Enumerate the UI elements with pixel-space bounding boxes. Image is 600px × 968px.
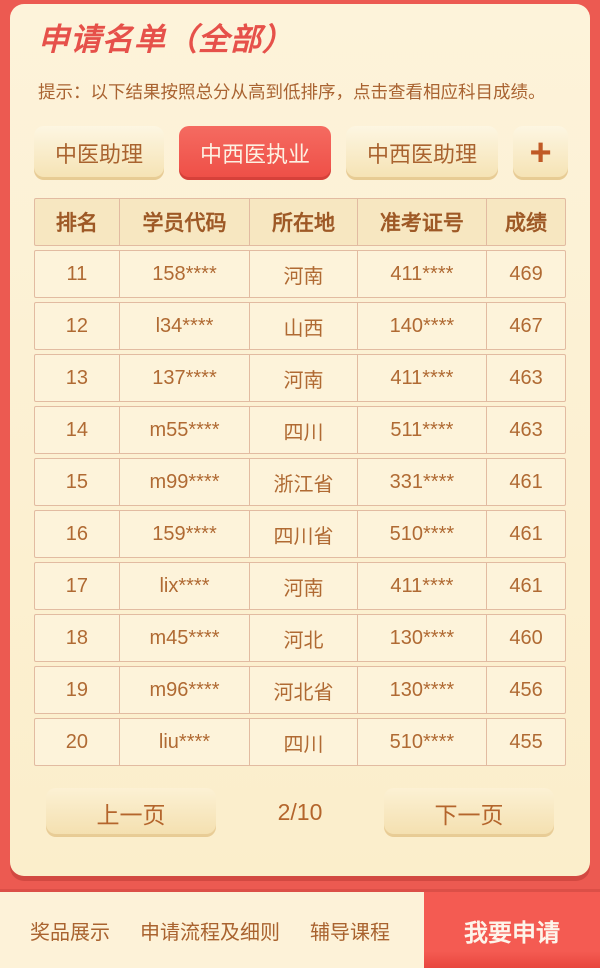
table-cell: 山西 [250, 303, 358, 349]
table-cell: 20 [35, 719, 120, 765]
tab-button[interactable]: 中西医助理 [346, 126, 499, 180]
bottom-nav-link[interactable]: 奖品展示 [30, 921, 110, 944]
table-cell: 19 [35, 667, 120, 713]
pagination: 上一页 2/10 下一页 [34, 788, 566, 837]
table-cell: 411**** [358, 251, 488, 297]
table-cell: 137**** [120, 355, 251, 401]
add-tab-button[interactable]: + [513, 126, 569, 180]
table-cell: 511**** [358, 407, 488, 453]
table-cell: m45**** [120, 615, 251, 661]
table-header-cell: 所在地 [250, 199, 358, 245]
table-cell: 140**** [358, 303, 488, 349]
table-cell: l34**** [120, 303, 251, 349]
table-cell: 411**** [358, 563, 488, 609]
table-header-cell: 排名 [35, 199, 120, 245]
table-cell: m55**** [120, 407, 251, 453]
ranking-table: 排名 学员代码 所在地 准考证号 成绩 11 158**** 河南 411**** 469 12 l3… [34, 198, 566, 766]
table-cell: 411**** [358, 355, 488, 401]
main-panel: 申请名单（全部） 提示：以下结果按照总分从高到低排序，点击查看相应科目成绩。 中… [10, 4, 590, 876]
table-cell: lix**** [120, 563, 251, 609]
table-cell: 467 [509, 314, 543, 337]
table-header-cell: 学员代码 [120, 199, 251, 245]
table-cell: 15 [35, 459, 120, 505]
table-cell: 河北省 [250, 667, 358, 713]
tab-button[interactable]: 中医助理 [34, 126, 165, 180]
next-page-button[interactable]: 下一页 [383, 788, 554, 837]
plus-icon: + [529, 132, 552, 174]
table-cell: 461 [509, 522, 543, 545]
table-cell: 河南 [250, 563, 358, 609]
table-cell: 河南 [250, 355, 358, 401]
table-cell: liu**** [120, 719, 251, 765]
table-cell: 456 [509, 678, 543, 701]
table-row[interactable]: 16 159**** 四川省 510**** 461 [34, 510, 566, 558]
table-header-cell: 准考证号 [358, 199, 488, 245]
table-cell: 四川 [250, 719, 358, 765]
table-row[interactable]: 18 m45**** 河北 130**** 460 [34, 614, 566, 662]
table-cell: 130**** [358, 615, 488, 661]
table-cell: 11 [35, 251, 120, 297]
table-cell: 455 [509, 730, 543, 753]
table-cell: 463 [509, 418, 543, 441]
bottom-nav-link[interactable]: 申请流程及细则 [140, 921, 280, 944]
bottom-nav-bar: 奖品展示 申请流程及细则 辅导课程 我要申请 [0, 892, 600, 968]
table-row[interactable]: 15 m99**** 浙江省 331**** 461 [34, 458, 566, 506]
table-cell: 331**** [358, 459, 488, 505]
table-cell: 16 [35, 511, 120, 557]
sort-hint-text: 提示：以下结果按照总分从高到低排序，点击查看相应科目成绩。 [38, 82, 546, 102]
table-cell: 158**** [120, 251, 251, 297]
page-indicator: 2/10 [277, 799, 323, 825]
table-cell: 159**** [120, 511, 251, 557]
table-row[interactable]: 17 lix**** 河南 411**** 461 [34, 562, 566, 610]
apply-button[interactable]: 我要申请 [424, 892, 600, 968]
table-cell: 463 [509, 366, 543, 389]
table-cell: 460 [509, 626, 543, 649]
table-row[interactable]: 20 liu**** 四川 510**** 455 [34, 718, 566, 766]
table-cell: 河南 [250, 251, 358, 297]
table-cell: 四川 [250, 407, 358, 453]
page-title: 申请名单（全部） [38, 22, 294, 57]
table-cell: 四川省 [250, 511, 358, 557]
prev-page-button[interactable]: 上一页 [46, 788, 216, 837]
table-cell: 510**** [358, 719, 488, 765]
bottom-nav-link[interactable]: 辅导课程 [310, 921, 390, 944]
table-cell: 12 [35, 303, 120, 349]
table-row[interactable]: 13 137**** 河南 411**** 463 [34, 354, 566, 402]
table-header-row: 排名 学员代码 所在地 准考证号 成绩 [34, 198, 566, 246]
table-row[interactable]: 19 m96**** 河北省 130**** 456 [34, 666, 566, 714]
tab-button[interactable]: 中西医执业 [179, 126, 332, 180]
table-cell: 17 [35, 563, 120, 609]
table-row[interactable]: 11 158**** 河南 411**** 469 [34, 250, 566, 298]
table-cell: 461 [509, 574, 543, 597]
table-cell: 130**** [358, 667, 488, 713]
table-header-cell: 成绩 [505, 212, 548, 235]
table-cell: 13 [35, 355, 120, 401]
table-cell: 18 [35, 615, 120, 661]
table-cell: 河北 [250, 615, 358, 661]
table-row[interactable]: 14 m55**** 四川 511**** 463 [34, 406, 566, 454]
table-cell: m99**** [120, 459, 251, 505]
table-cell: m96**** [120, 667, 251, 713]
table-row[interactable]: 12 l34**** 山西 140**** 467 [34, 302, 566, 350]
category-tabs: 中医助理 中西医执业 中西医助理 + [34, 126, 569, 180]
table-cell: 14 [35, 407, 120, 453]
table-cell: 461 [509, 470, 543, 493]
table-cell: 浙江省 [250, 459, 358, 505]
table-cell: 469 [509, 262, 543, 285]
table-cell: 510**** [358, 511, 488, 557]
